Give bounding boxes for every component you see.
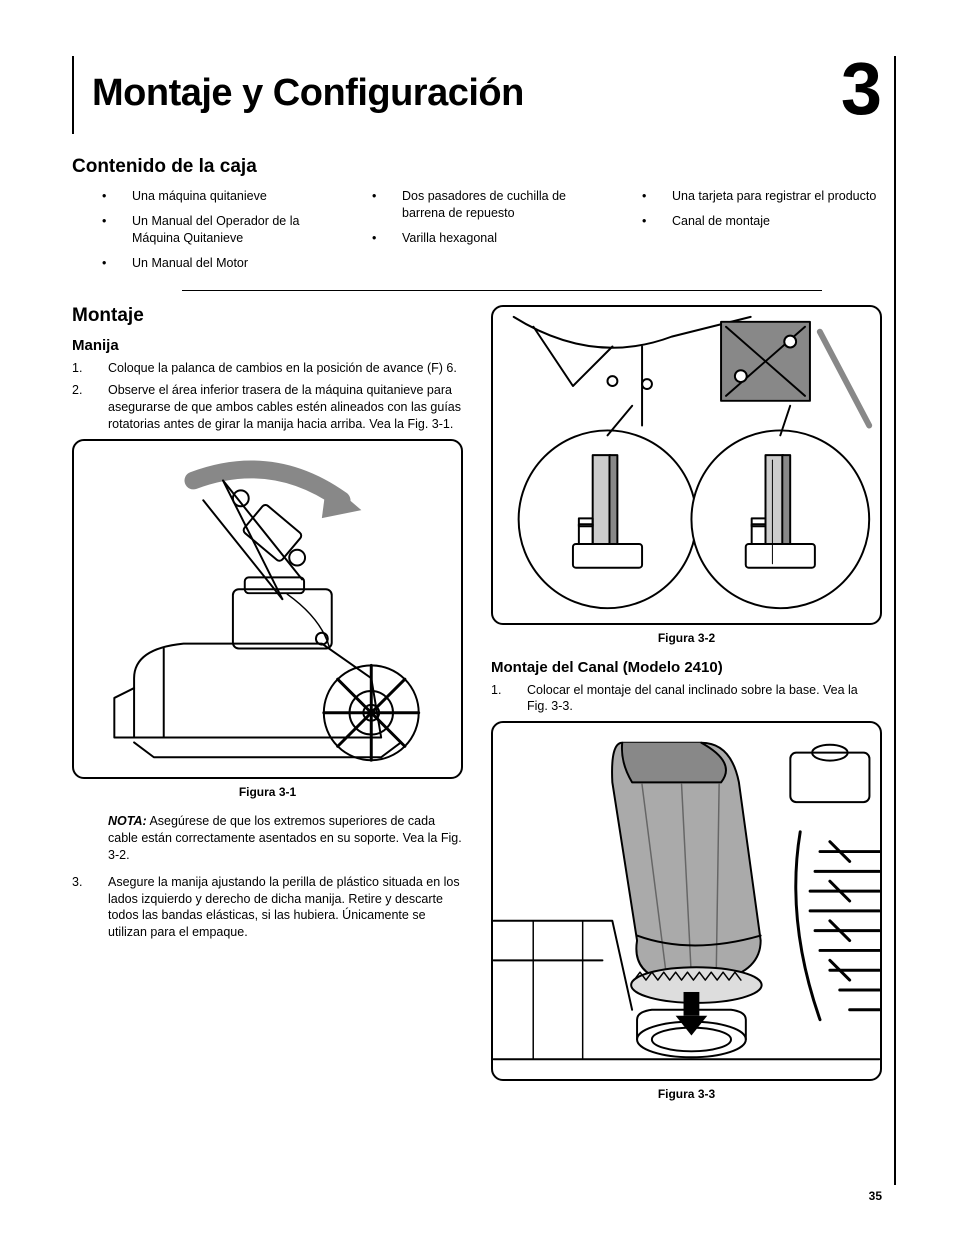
list-item-label: Dos pasadores de cuchilla de barrena de …: [402, 188, 612, 222]
list-item: •Una máquina quitanieve: [102, 188, 342, 205]
list-item: •Un Manual del Operador de la Máquina Qu…: [102, 213, 342, 247]
list-item: •Una tarjeta para registrar el producto: [642, 188, 882, 205]
page-side-rule: [894, 56, 896, 1185]
step-number: 2.: [72, 382, 108, 433]
step-text: Asegure la manija ajustando la perilla d…: [108, 874, 463, 942]
right-column: Figura 3-2 Montaje del Canal (Modelo 241…: [491, 305, 882, 1116]
box-contents-list: •Una máquina quitanieve •Un Manual del O…: [72, 188, 882, 280]
list-item: •Varilla hexagonal: [372, 230, 612, 247]
list-item: •Un Manual del Motor: [102, 255, 342, 272]
divider-rule: [182, 290, 822, 291]
section-heading-assembly: Montaje: [72, 305, 463, 327]
figure-3-2-illustration: [493, 307, 880, 623]
step-text: Observe el área inferior trasera de la m…: [108, 382, 463, 433]
figure-3-3-box: [491, 721, 882, 1081]
ordered-step: 2. Observe el área inferior trasera de l…: [72, 382, 463, 433]
list-item-label: Una tarjeta para registrar el producto: [672, 188, 876, 205]
step-number: 3.: [72, 874, 108, 942]
chapter-number: 3: [841, 56, 882, 123]
contents-col-1: •Una máquina quitanieve •Un Manual del O…: [102, 188, 342, 280]
page-number: 35: [869, 1189, 882, 1203]
contents-col-3: •Una tarjeta para registrar el producto …: [642, 188, 882, 280]
ordered-step: 3. Asegure la manija ajustando la perill…: [72, 874, 463, 942]
list-item-label: Una máquina quitanieve: [132, 188, 267, 205]
note-text: Asegúrese de que los extremos superiores…: [108, 814, 462, 862]
section-heading-contents: Contenido de la caja: [72, 156, 882, 178]
list-item-label: Canal de montaje: [672, 213, 770, 230]
figure-3-1-box: [72, 439, 463, 779]
note-label: NOTA:: [108, 814, 147, 828]
list-item: •Canal de montaje: [642, 213, 882, 230]
subheading-handle: Manija: [72, 337, 463, 354]
step-text: Coloque la palanca de cambios en la posi…: [108, 360, 457, 377]
figure-3-3-illustration: [493, 723, 880, 1079]
list-item: •Dos pasadores de cuchilla de barrena de…: [372, 188, 612, 222]
list-item-label: Varilla hexagonal: [402, 230, 497, 247]
figure-3-2-caption: Figura 3-2: [491, 631, 882, 645]
ordered-step: 1. Colocar el montaje del canal inclinad…: [491, 682, 882, 716]
figure-3-2-box: [491, 305, 882, 625]
chapter-title: Montaje y Configuración: [92, 56, 841, 115]
figure-3-1-caption: Figura 3-1: [72, 785, 463, 799]
figure-3-3-caption: Figura 3-3: [491, 1087, 882, 1101]
figure-3-1-illustration: [74, 441, 461, 777]
chapter-header: Montaje y Configuración 3: [72, 56, 882, 134]
list-item-label: Un Manual del Motor: [132, 255, 248, 272]
subheading-chute: Montaje del Canal (Modelo 2410): [491, 659, 882, 676]
contents-col-2: •Dos pasadores de cuchilla de barrena de…: [372, 188, 612, 280]
ordered-step: 1. Coloque la palanca de cambios en la p…: [72, 360, 463, 377]
left-column: Montaje Manija 1. Coloque la palanca de …: [72, 305, 463, 1116]
step-number: 1.: [72, 360, 108, 377]
note-block: NOTA: Asegúrese de que los extremos supe…: [108, 813, 463, 864]
list-item-label: Un Manual del Operador de la Máquina Qui…: [132, 213, 342, 247]
step-text: Colocar el montaje del canal inclinado s…: [527, 682, 882, 716]
step-number: 1.: [491, 682, 527, 716]
two-column-body: Montaje Manija 1. Coloque la palanca de …: [72, 305, 882, 1116]
